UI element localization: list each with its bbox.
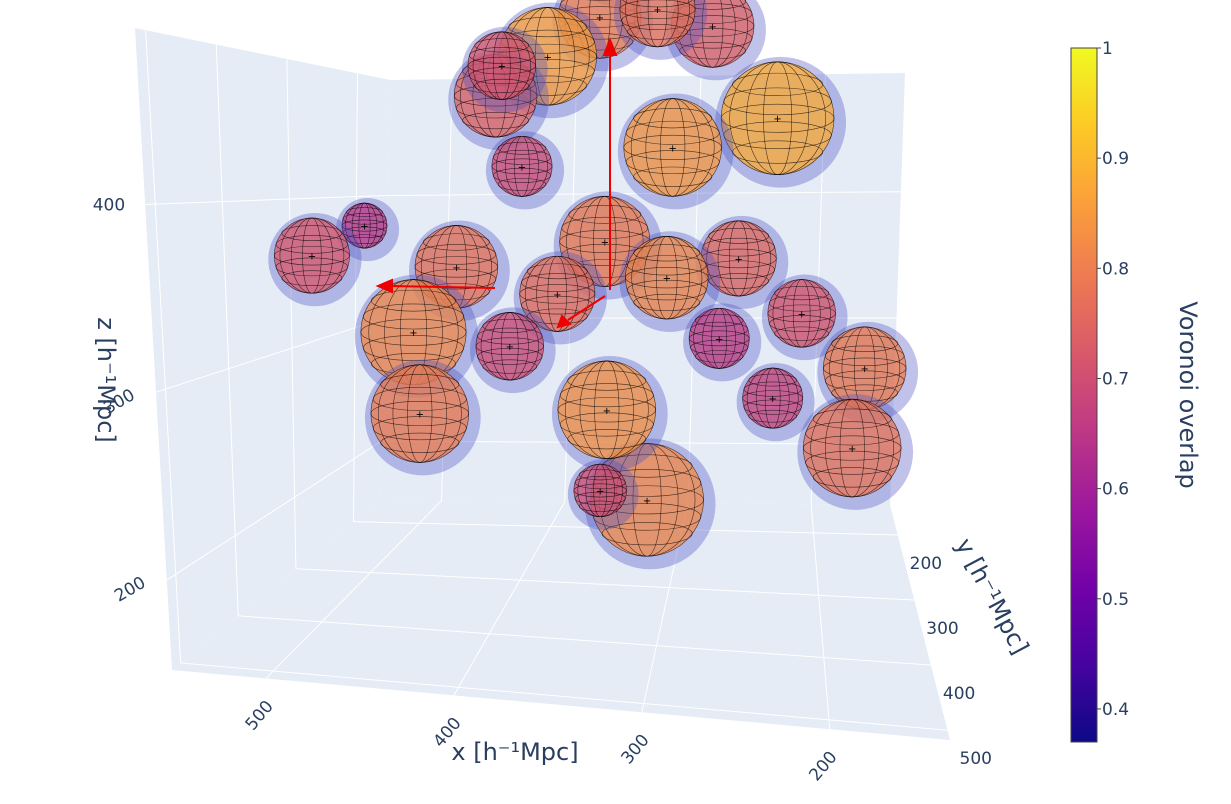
sphere-center: +	[653, 5, 661, 16]
colorbar-tick-label: 0.9	[1102, 149, 1129, 169]
x-axis-title: x [h⁻¹Mpc]	[451, 738, 578, 766]
sphere-center: +	[798, 309, 806, 320]
colorbar-tick-label: 1	[1102, 39, 1113, 59]
x-tick-label: 200	[805, 748, 841, 786]
sphere-center: +	[553, 290, 561, 301]
x-tick-label: 500	[242, 697, 278, 735]
sphere-center: +	[409, 328, 417, 339]
colorbar-tick-label: 0.4	[1102, 700, 1129, 720]
sphere-center: +	[601, 237, 609, 248]
sphere-center: +	[596, 486, 604, 497]
sphere-center: +	[308, 252, 316, 263]
sphere-center: +	[848, 444, 856, 455]
sphere-center: +	[506, 342, 514, 353]
y-tick-label: 300	[926, 619, 958, 639]
sphere-center: +	[769, 394, 777, 405]
sphere-center: +	[518, 162, 526, 173]
x-tick-label: 300	[617, 731, 653, 769]
z-axis-title: z [h⁻¹Mpc]	[92, 317, 120, 443]
colorbar-tick-label: 0.7	[1102, 369, 1129, 389]
z-tick-label: 200	[111, 573, 149, 607]
sphere-center: +	[735, 254, 743, 265]
sphere-center: +	[861, 364, 869, 375]
colorbar-tick-label: 0.6	[1102, 480, 1129, 500]
sphere-center: +	[773, 114, 781, 125]
sphere-center: +	[708, 22, 716, 33]
colorbar-tick-label: 0.5	[1102, 590, 1129, 610]
y-tick-label: 200	[910, 554, 942, 574]
sphere-center: +	[498, 62, 506, 73]
z-tick-label: 400	[93, 195, 125, 215]
y-tick-label: 400	[943, 684, 975, 704]
sphere-center: +	[360, 222, 368, 233]
sphere-center: +	[596, 13, 604, 24]
sphere-center: +	[643, 496, 651, 507]
sphere-center: +	[603, 406, 611, 417]
sphere-center: +	[416, 410, 424, 421]
y-tick-label: 500	[960, 749, 992, 769]
sphere-center: +	[452, 263, 460, 274]
sphere-center: +	[715, 334, 723, 345]
colorbar-title: Voronoi overlap	[1174, 301, 1202, 489]
colorbar	[1071, 48, 1097, 742]
sphere-center: +	[663, 274, 671, 285]
sphere-center: +	[669, 143, 677, 154]
y-axis-title: y [h⁻¹Mpc]	[950, 534, 1034, 659]
colorbar-tick-label: 0.8	[1102, 259, 1129, 279]
